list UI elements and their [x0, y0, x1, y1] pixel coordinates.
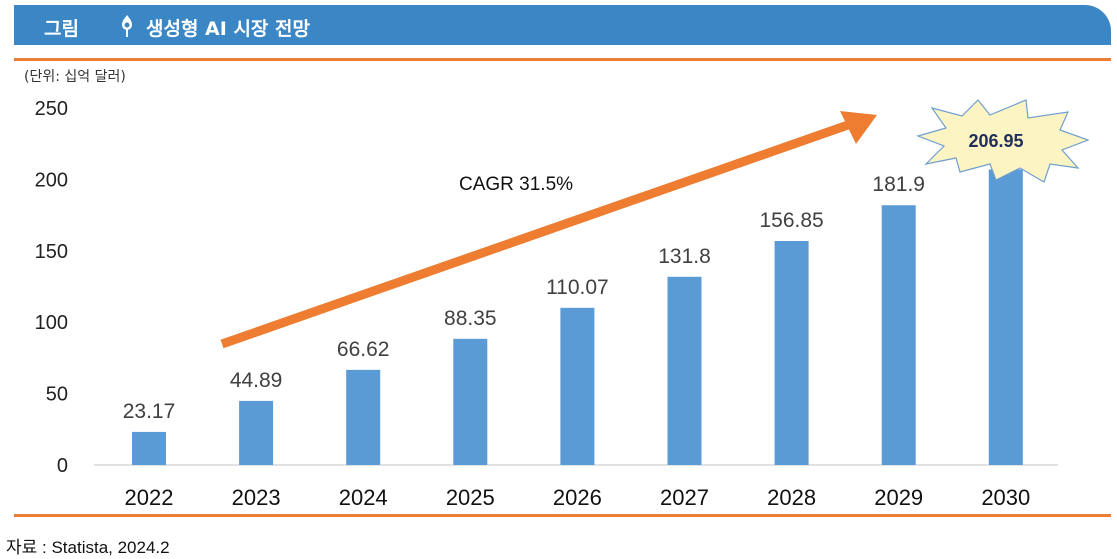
bar-2030 — [988, 169, 1023, 465]
y-tick-label: 250 — [35, 98, 68, 120]
title-bar: 그림 생성형 AI 시장 전망 — [14, 5, 1111, 45]
x-tick-label: 2022 — [125, 485, 174, 510]
x-tick-label: 2028 — [767, 485, 816, 510]
data-label: 23.17 — [123, 400, 176, 423]
data-label: 88.35 — [444, 307, 497, 330]
x-tick-label: 2025 — [446, 485, 495, 510]
bulb-pin-icon — [122, 15, 132, 37]
bar-2024 — [346, 369, 381, 465]
bar-2023 — [239, 400, 274, 465]
data-label: 181.9 — [872, 173, 925, 196]
data-label: 44.89 — [230, 369, 283, 392]
figure-label: 그림 — [44, 18, 79, 40]
data-label: 110.07 — [546, 276, 609, 299]
data-label: 156.85 — [759, 209, 823, 232]
x-tick-label: 2029 — [874, 485, 923, 510]
highlight-value-label: 206.95 — [968, 131, 1023, 151]
cagr-annotation: CAGR 31.5% — [459, 174, 573, 195]
data-label: 131.8 — [658, 245, 711, 268]
x-tick-label: 2023 — [232, 485, 281, 510]
cagr-arrow — [220, 111, 877, 349]
bar-2027 — [667, 276, 702, 465]
highlight-burst — [916, 99, 1090, 183]
y-tick-label: 150 — [35, 241, 68, 263]
bar-2026 — [560, 307, 595, 465]
y-tick-label: 50 — [46, 384, 68, 406]
source-note: 자료 : Statista, 2024.2 — [6, 538, 170, 557]
bar-2029 — [881, 205, 916, 465]
x-tick-label: 2027 — [660, 485, 709, 510]
y-tick-label: 0 — [57, 455, 68, 477]
unit-label: (단위: 십억 달러) — [24, 69, 126, 85]
bar-2028 — [774, 241, 809, 465]
bar-2025 — [453, 338, 488, 465]
bottom-rule — [14, 514, 1111, 517]
y-tick-label: 100 — [35, 312, 68, 334]
data-label: 66.62 — [337, 338, 390, 361]
chart-title: 생성형 AI 시장 전망 — [146, 18, 310, 40]
top-rule — [14, 58, 1111, 61]
x-tick-label: 2026 — [553, 485, 602, 510]
x-tick-label: 2024 — [339, 485, 388, 510]
y-tick-label: 200 — [35, 169, 68, 191]
x-tick-label: 2030 — [981, 485, 1030, 510]
bar-2022 — [132, 431, 166, 465]
